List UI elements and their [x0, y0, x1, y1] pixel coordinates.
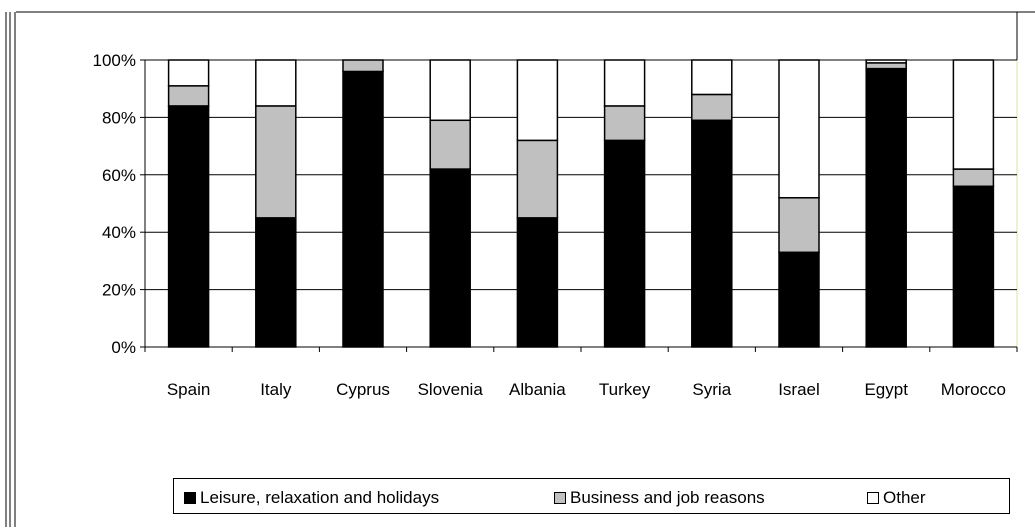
legend: Leisure, relaxation and holidays Busines…: [173, 478, 1010, 514]
bar-segment-egypt-0: [865, 67, 907, 348]
bar-segment-syria-1: [691, 93, 733, 122]
bar-segment-turkey-0: [603, 139, 646, 348]
bar-segment-albania-0: [516, 217, 559, 348]
legend-label-business: Business and job reasons: [570, 488, 765, 507]
bar-segment-italy-0: [255, 217, 297, 348]
y-tick-label: 20%: [102, 281, 136, 300]
legend-item-leisure: Leisure, relaxation and holidays: [184, 488, 439, 508]
bar-segment-slovenia-1: [429, 119, 471, 170]
x-tick-label-syria: Syria: [692, 380, 731, 399]
y-tick-label: 0%: [111, 338, 136, 357]
legend-swatch-other: [867, 492, 879, 504]
bar-segment-slovenia-0: [429, 168, 471, 348]
x-tick-label-israel: Israel: [778, 380, 820, 399]
bar-segment-italy-2: [255, 59, 297, 107]
legend-label-leisure: Leisure, relaxation and holidays: [200, 488, 440, 507]
y-tick-label: 60%: [102, 166, 136, 185]
bar-segment-slovenia-2: [429, 59, 471, 122]
x-tick-label-italy: Italy: [260, 380, 292, 399]
bar-segment-syria-2: [691, 59, 733, 96]
x-tick-label-morocco: Morocco: [941, 380, 1006, 399]
x-tick-label-slovenia: Slovenia: [418, 380, 484, 399]
bar-segment-italy-1: [255, 105, 297, 219]
axis-layer: 0% 20% 40% 60% 80% 100% Spain Italy Cyprus Sloven…: [93, 51, 1018, 399]
bar-segment-cyprus-0: [342, 70, 384, 348]
bar-segment-spain-0: [167, 105, 210, 348]
bars-layer: [167, 59, 995, 348]
bar-segment-israel-1: [778, 197, 820, 254]
bar-segment-israel-0: [778, 251, 820, 348]
x-tick-label-albania: Albania: [509, 380, 566, 399]
bar-segment-albania-2: [516, 59, 559, 142]
bar-segment-morocco-1: [952, 168, 995, 188]
legend-item-other: Other: [867, 488, 926, 508]
bar-segment-turkey-2: [603, 59, 646, 107]
legend-item-business: Business and job reasons: [554, 488, 765, 508]
bar-segment-egypt-2: [865, 59, 907, 64]
bar-segment-albania-1: [516, 139, 559, 219]
y-tick-label: 40%: [102, 223, 136, 242]
bar-segment-egypt-1: [865, 62, 907, 70]
bar-segment-spain-2: [167, 59, 210, 87]
x-tick-label-spain: Spain: [167, 380, 210, 399]
bar-segment-syria-0: [691, 119, 733, 348]
bar-segment-cyprus-1: [342, 59, 384, 73]
y-tick-label: 100%: [93, 51, 136, 70]
x-tick-label-egypt: Egypt: [864, 380, 908, 399]
y-tick-label: 80%: [102, 108, 136, 127]
bar-segment-morocco-0: [952, 185, 995, 348]
x-tick-label-turkey: Turkey: [599, 380, 651, 399]
bar-segment-spain-1: [167, 85, 210, 107]
bar-segment-turkey-1: [603, 105, 646, 142]
bar-segment-morocco-2: [952, 59, 995, 170]
x-tick-label-cyprus: Cyprus: [336, 380, 390, 399]
legend-swatch-business: [554, 492, 566, 504]
legend-swatch-leisure: [184, 492, 196, 504]
legend-label-other: Other: [883, 488, 926, 507]
bar-segment-israel-2: [778, 59, 820, 199]
